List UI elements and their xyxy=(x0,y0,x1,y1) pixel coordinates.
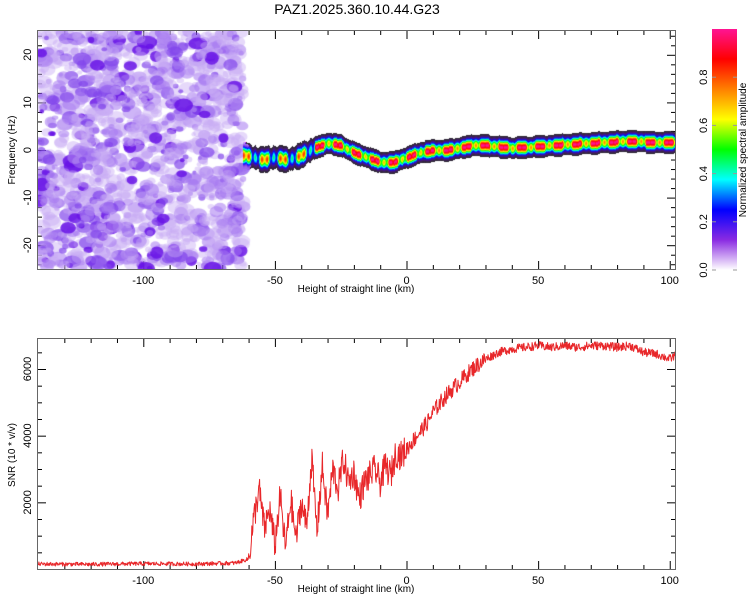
colorbar-tick-label: 0.2 xyxy=(698,214,710,229)
colorbar-tick-label: 0.0 xyxy=(698,262,710,277)
chart-title: PAZ1.2025.360.10.44.G23 xyxy=(274,1,440,17)
snr-x-tick-label: 100 xyxy=(661,575,679,587)
snr-series-line xyxy=(38,341,675,567)
spectrogram-y-tick-label: 0 xyxy=(22,147,34,153)
snr-y-tick-label: 6000 xyxy=(22,357,34,381)
spectrogram-x-tick-label: 0 xyxy=(403,275,409,287)
snr-x-tick-label: -100 xyxy=(132,575,154,587)
snr-y-tick-label: 4000 xyxy=(22,423,34,447)
spectrogram-frame xyxy=(37,30,676,270)
snr-y-axis-label: SNR (10 * v/v) xyxy=(7,423,18,487)
spectrogram-x-tick-label: 50 xyxy=(532,275,544,287)
snr-ticks: -100 -50 0 50 100 2000 4000 6000 xyxy=(22,339,679,587)
colorbar: 0.0 0.2 0.4 0.6 0.8 Normalized spectral ampl… xyxy=(698,29,749,278)
snr-y-tick-label: 2000 xyxy=(22,490,34,514)
snr-panel: -100 -50 0 50 100 2000 4000 6000 Height of stra… xyxy=(7,338,679,595)
spectrogram-x-tick-label: -100 xyxy=(132,275,154,287)
spectrogram-y-tick-label: -20 xyxy=(22,237,34,253)
snr-x-tick-label: -50 xyxy=(267,575,283,587)
colorbar-tick-label: 0.6 xyxy=(698,118,710,133)
spectrogram-y-tick-label: 20 xyxy=(22,49,34,61)
spectrogram-heatmap xyxy=(38,31,675,269)
snr-x-axis-label: Height of straight line (km) xyxy=(298,584,415,595)
spectrogram-y-axis-label: Frequency (Hz) xyxy=(7,116,18,185)
colorbar-label: Normalized spectral amplitude xyxy=(738,82,749,217)
snr-frame xyxy=(37,338,676,570)
colorbar-tick-label: 0.8 xyxy=(698,70,710,85)
spectrogram-x-tick-label: -50 xyxy=(267,275,283,287)
snr-x-tick-label: 50 xyxy=(532,575,544,587)
spectrogram-y-tick-label: 10 xyxy=(22,96,34,108)
spectrogram-x-tick-label: 100 xyxy=(661,275,679,287)
colorbar-tick-label: 0.4 xyxy=(698,166,710,181)
spectrogram-x-axis-label: Height of straight line (km) xyxy=(298,284,415,295)
snr-x-tick-label: 0 xyxy=(403,575,409,587)
colorbar-gradient xyxy=(712,29,737,270)
colorbar-ticks: 0.0 0.2 0.4 0.6 0.8 xyxy=(698,70,737,278)
spectrogram-y-tick-label: -10 xyxy=(22,190,34,206)
